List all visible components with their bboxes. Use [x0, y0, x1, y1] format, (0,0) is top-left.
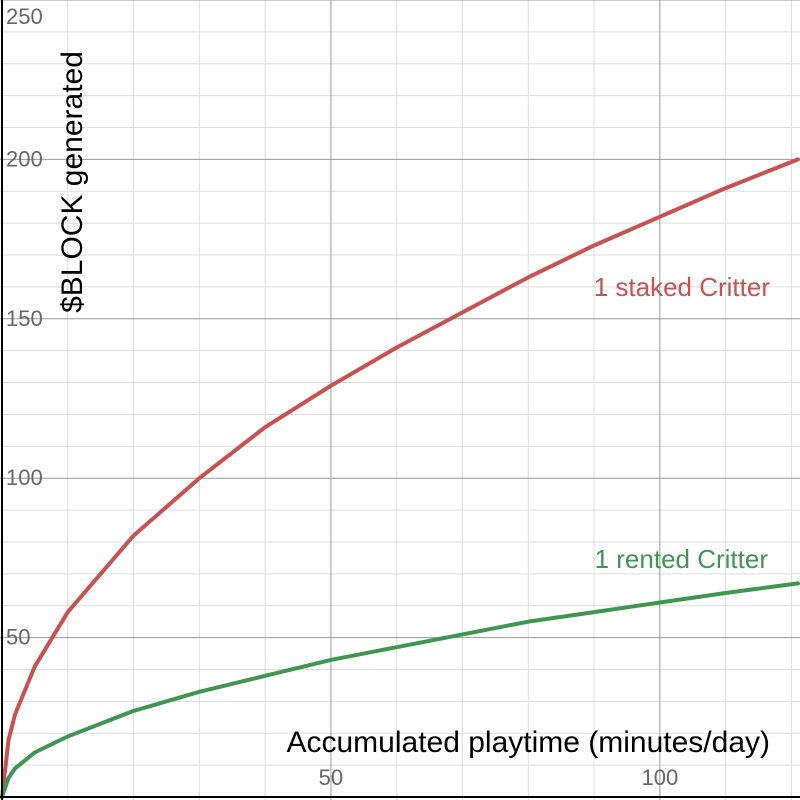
series-line-1: [0, 581, 800, 799]
y-tick-label: 250: [6, 4, 43, 29]
x-axis-title: Accumulated playtime (minutes/day): [286, 726, 770, 759]
series-line-0: [0, 157, 800, 799]
y-tick-label: 50: [6, 625, 30, 650]
y-tick-label: 200: [6, 146, 43, 171]
series-label-rented: 1 rented Critter: [595, 544, 769, 574]
series-lines: [0, 157, 800, 799]
x-tick-label: 100: [641, 765, 678, 790]
series-label-staked: 1 staked Critter: [594, 272, 771, 302]
y-tick-label: 100: [6, 465, 43, 490]
y-axis-title: $BLOCK generated: [56, 51, 89, 313]
y-tick-label: 150: [6, 306, 43, 331]
x-tick-label: 50: [319, 765, 343, 790]
tick-labels: 50 100 150 200 250 50 100: [6, 4, 678, 790]
